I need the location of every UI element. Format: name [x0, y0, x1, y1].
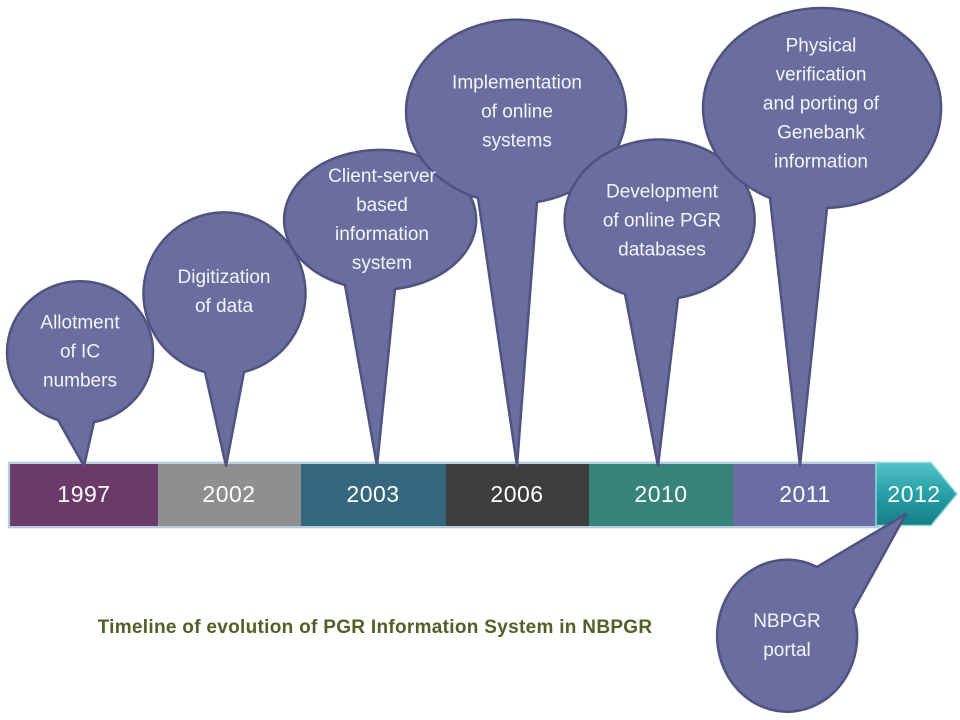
- timeline-segment-2011: [733, 464, 877, 526]
- callout-balloon-1997: [5, 280, 155, 468]
- timeline-segment-2006: [446, 464, 589, 526]
- year-label-2010: 2010: [634, 481, 688, 507]
- callout-balloon-2011: [701, 6, 943, 468]
- year-label-1997: 1997: [57, 481, 111, 507]
- year-label-2002: 2002: [202, 481, 256, 507]
- callout-balloon-2010: [563, 138, 756, 468]
- year-label-2011: 2011: [779, 481, 831, 507]
- callout-balloon-2012: [715, 512, 908, 713]
- timeline-segment-1997: [10, 464, 158, 526]
- timeline-segment-2002: [158, 464, 301, 526]
- timeline-segment-2003: [301, 464, 446, 526]
- callout-balloon-2002: [142, 211, 307, 468]
- year-label-2006: 2006: [490, 481, 544, 507]
- year-label-2012: 2012: [887, 481, 941, 507]
- timeline-arrow-2012: [875, 461, 958, 527]
- caption: Timeline of evolution of PGR Information…: [97, 617, 653, 638]
- callout-balloon-2003: [282, 148, 478, 468]
- timeline-segment-2010: [589, 464, 733, 526]
- year-label-2003: 2003: [346, 481, 400, 507]
